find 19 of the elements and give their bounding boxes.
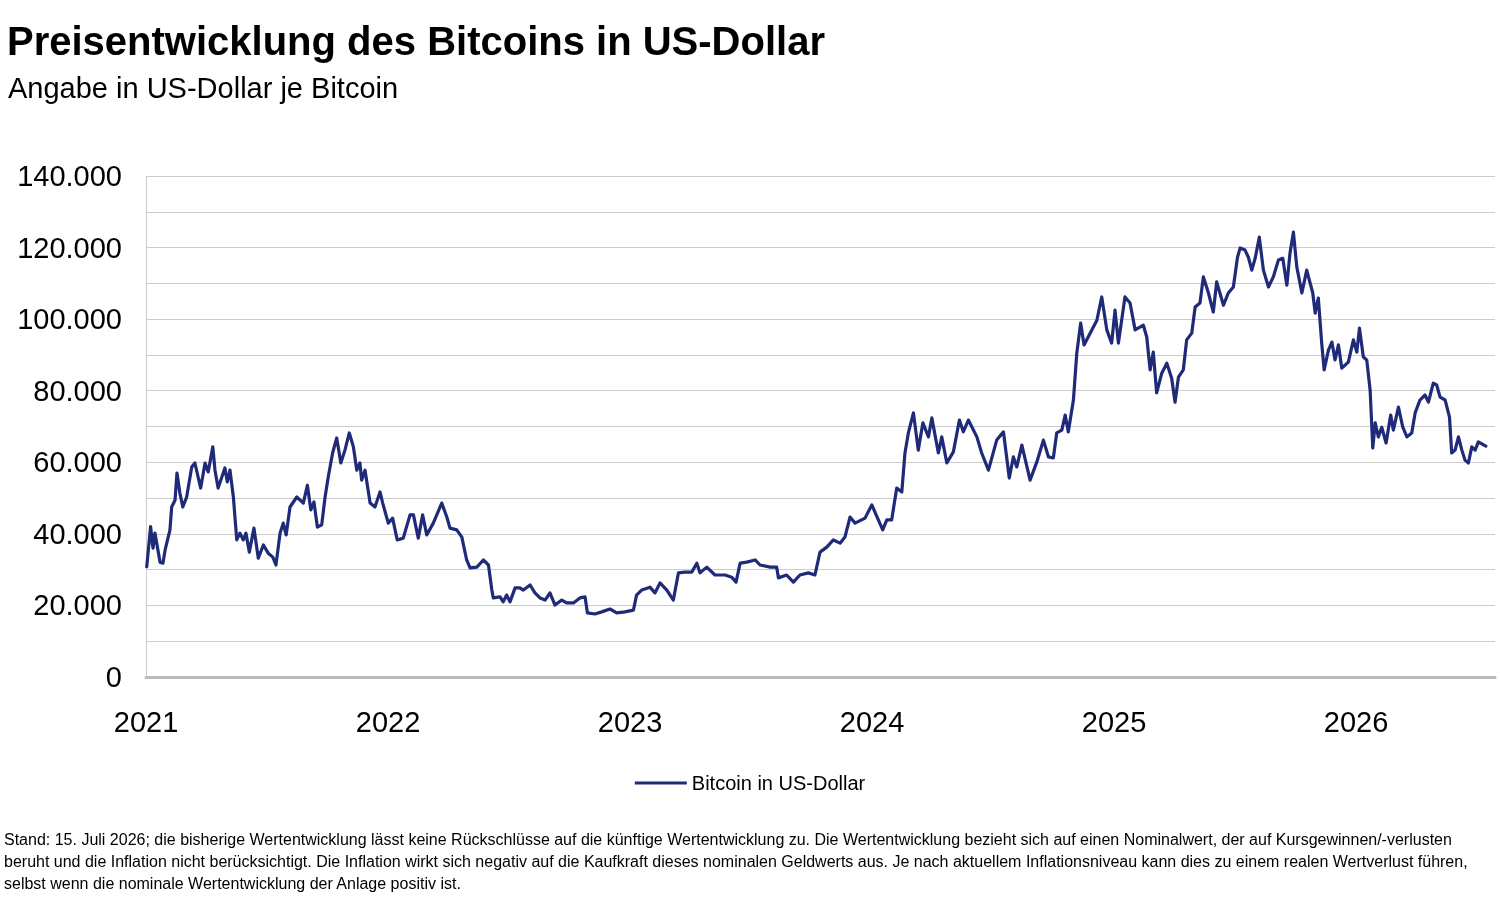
y-tick-label: 100.000 (17, 303, 122, 336)
y-tick-label: 40.000 (33, 517, 122, 550)
line-series (145, 230, 1488, 616)
x-tick-label: 2024 (839, 705, 905, 738)
x-tick-label: 2021 (113, 705, 179, 738)
y-tick-label: 120.000 (17, 231, 122, 264)
y-tick-label: 20.000 (33, 589, 122, 622)
y-tick-label: 60.000 (33, 446, 122, 479)
legend-label: Bitcoin in US-Dollar (691, 772, 866, 794)
y-tick-label: 140.000 (17, 160, 122, 192)
chart-subtitle: Angabe in US-Dollar je Bitcoin (8, 71, 399, 104)
x-tick-label: 2025 (1081, 705, 1147, 738)
y-tick-label: 0 (105, 661, 122, 693)
y-tick-label: 80.000 (33, 374, 122, 407)
x-tick-label: 2022 (355, 705, 421, 738)
x-tick-label: 2023 (597, 705, 663, 738)
chart-title: Preisentwicklung des Bitcoins in US-Dollar (7, 19, 825, 63)
x-tick-label: 2026 (1323, 705, 1389, 738)
text: Stand: 15. Juli 2026; die bisherige Wertentwicklung lässt keine Rückschlüsse auf die künftige Wertentwicklung zu. Die Wertentwicklung bezieht sich auf einen Nominalwert, der auf Kursgewinnen/-verlusten beruht und die Inflation nicht berücksichtigt. Die Inflation wirkt sich negativ auf die Kaufkraft dieses nominalen Geldwerts aus. Je nach aktuellem Inflationsniveau kann dies zu einem realen Wertverlust führen, selbst wenn die nominale Wertentwicklung der Anlage positiv ist. (4, 830, 1473, 892)
